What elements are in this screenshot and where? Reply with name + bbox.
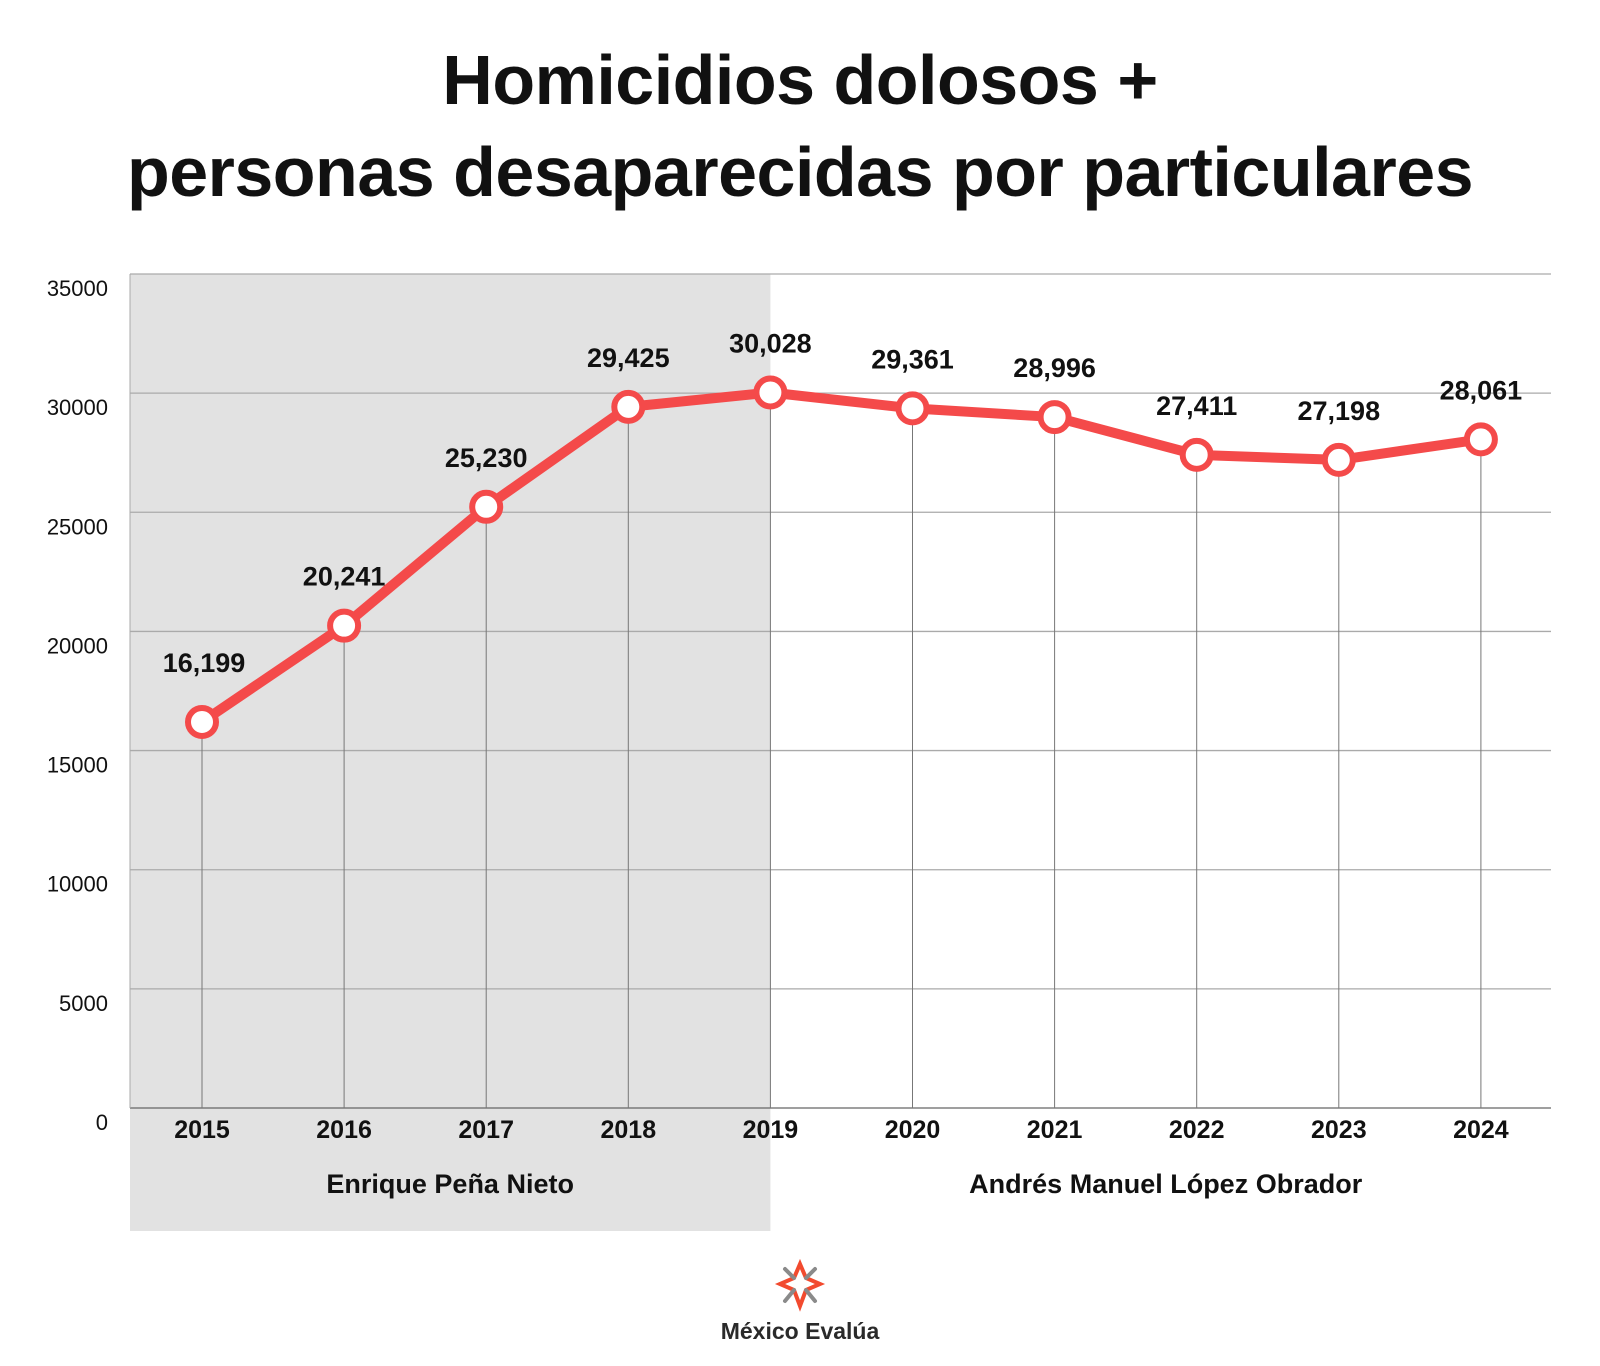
- data-label: 28,996: [1013, 353, 1096, 383]
- x-tick-label: 2017: [458, 1116, 514, 1144]
- data-point: [753, 375, 788, 410]
- x-tick-label: 2022: [1169, 1116, 1225, 1144]
- data-point: [895, 391, 930, 426]
- x-tick-label: 2018: [600, 1116, 656, 1144]
- data-point: [1037, 400, 1072, 435]
- period-label: Andrés Manuel López Obrador: [969, 1169, 1363, 1199]
- data-label: 27,411: [1156, 391, 1237, 421]
- y-tick-label: 35000: [47, 276, 108, 301]
- x-tick-label: 2024: [1453, 1116, 1509, 1144]
- data-label: 27,198: [1298, 396, 1381, 426]
- data-point: [1463, 422, 1498, 457]
- y-tick-label: 0: [96, 1110, 108, 1135]
- x-tick-label: 2015: [174, 1116, 230, 1144]
- period-shade: [130, 274, 771, 1231]
- data-label: 30,028: [729, 328, 812, 358]
- data-label: 29,361: [871, 344, 954, 374]
- period-label: Enrique Peña Nieto: [326, 1169, 574, 1199]
- data-label: 25,230: [445, 443, 528, 473]
- chart-title-line-2: personas desaparecidas por particulares: [126, 133, 1474, 211]
- data-label: 28,061: [1440, 375, 1523, 405]
- data-point: [1179, 437, 1214, 472]
- data-label: 20,241: [303, 562, 386, 592]
- data-label: 29,425: [587, 343, 670, 373]
- series-line: [199, 387, 1482, 727]
- data-point: [611, 389, 646, 424]
- x-tick-label: 2020: [885, 1116, 941, 1144]
- data-point: [327, 608, 362, 643]
- chart-title-line-1: Homicidios dolosos +: [442, 41, 1158, 119]
- y-tick-label: 25000: [47, 514, 108, 539]
- data-point: [469, 489, 504, 524]
- y-tick-label: 10000: [47, 872, 108, 897]
- logo-text: México Evalúa: [720, 1318, 880, 1344]
- data-label: 16,199: [163, 648, 246, 678]
- x-tick-label: 2016: [316, 1116, 372, 1144]
- y-tick-label: 5000: [59, 991, 108, 1016]
- x-tick-label: 2019: [743, 1116, 799, 1144]
- y-tick-label: 15000: [47, 753, 108, 778]
- x-tick-label: 2021: [1027, 1116, 1083, 1144]
- x-tick-label: 2023: [1311, 1116, 1367, 1144]
- y-tick-label: 30000: [47, 395, 108, 420]
- data-point: [1321, 442, 1356, 477]
- data-point: [185, 705, 219, 740]
- y-tick-label: 20000: [47, 633, 108, 658]
